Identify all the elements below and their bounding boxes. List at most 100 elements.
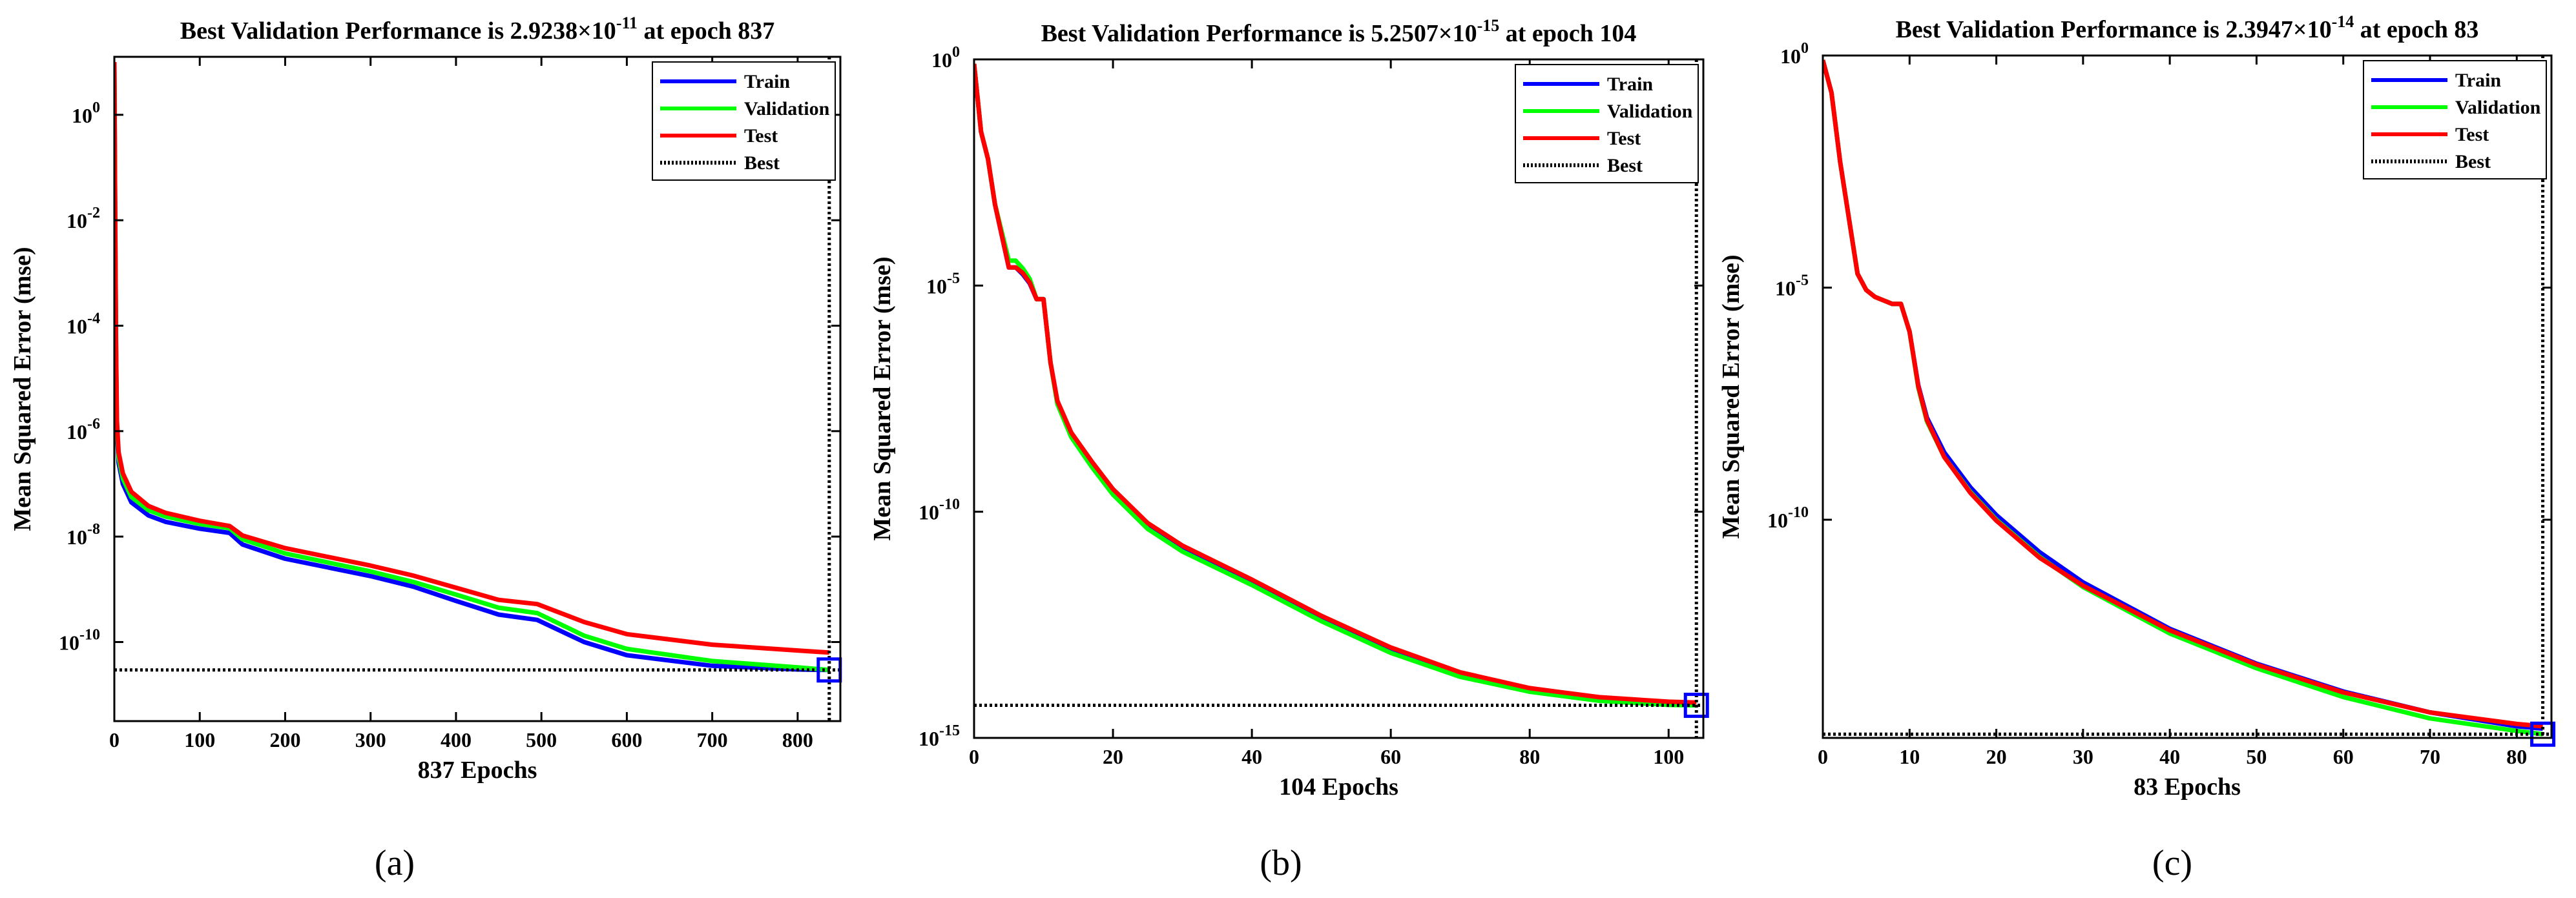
y-tick-exponent: -10: [939, 496, 960, 513]
legend-label-test: Test: [1607, 128, 1641, 149]
series-line-test: [114, 62, 830, 655]
legend: Train Validation Test Best: [1515, 64, 1699, 183]
x-axis-label: 83 Epochs: [2134, 773, 2241, 801]
y-tick-base: 10: [59, 631, 79, 655]
y-tick-label: 10-10: [919, 496, 960, 524]
y-tick-exponent: 0: [1801, 40, 1809, 57]
x-tick-label: 80: [1519, 745, 1540, 768]
chart-panel-3: Best Validation Performance is 2.3947×10…: [1718, 12, 2556, 883]
y-tick-base: 10: [67, 526, 87, 549]
subfigure-caption: (b): [1260, 843, 1302, 883]
legend-label-best: Best: [744, 152, 780, 174]
y-tick-base: 10: [72, 104, 92, 127]
chart-title: Best Validation Performance is 5.2507×10…: [1041, 16, 1637, 47]
y-tick-base: 10: [1767, 509, 1788, 532]
x-tick-label: 60: [2333, 745, 2354, 768]
y-tick-label: 10-4: [67, 311, 100, 338]
title-suffix: at epoch 83: [2354, 16, 2478, 43]
x-tick-label: 400: [441, 728, 472, 751]
x-tick-label: 80: [2506, 745, 2527, 768]
x-tick-label: 800: [782, 728, 813, 751]
y-axis-label: Mean Squared Error (mse): [9, 247, 36, 531]
y-tick-label: 10-5: [1775, 272, 1809, 300]
title-suffix: at epoch 837: [638, 17, 774, 45]
legend: Train Validation Test Best: [652, 61, 836, 181]
chart-panel-2: Best Validation Performance is 5.2507×10…: [869, 16, 1709, 883]
legend-label-train: Train: [2455, 70, 2501, 91]
y-tick-label: 100: [1780, 40, 1809, 68]
y-tick-base: 10: [1775, 277, 1796, 300]
subfigure-caption: (c): [2152, 843, 2192, 883]
y-tick-label: 100: [72, 99, 100, 127]
y-tick-exponent: 0: [92, 99, 100, 116]
chart-title: Best Validation Performance is 2.9238×10…: [180, 14, 774, 45]
y-tick-label: 10-2: [67, 205, 100, 232]
legend-label-validation: Validation: [2455, 97, 2541, 118]
y-tick-base: 10: [919, 727, 939, 750]
legend-label-validation: Validation: [744, 98, 830, 119]
x-tick-label: 0: [1818, 745, 1828, 768]
legend-label-test: Test: [2455, 124, 2489, 145]
legend-label-best: Best: [2455, 151, 2491, 172]
y-tick-exponent: -5: [947, 270, 960, 287]
y-tick-exponent: -4: [87, 311, 100, 327]
x-tick-label: 40: [1241, 745, 1262, 768]
legend: Train Validation Test Best: [2363, 60, 2547, 179]
y-tick-label: 100: [931, 44, 960, 72]
x-tick-label: 10: [1899, 745, 1920, 768]
y-axis-label: Mean Squared Error (mse): [869, 256, 896, 540]
x-tick-label: 20: [1103, 745, 1123, 768]
y-tick-exponent: -2: [87, 205, 100, 221]
x-axis-label: 837 Epochs: [418, 757, 537, 784]
y-tick-label: 10-10: [59, 627, 100, 655]
axes-box: [113, 56, 842, 722]
x-tick-label: 70: [2420, 745, 2440, 768]
y-tick-label: 10-15: [919, 722, 960, 750]
y-tick-base: 10: [919, 501, 939, 524]
x-tick-label: 100: [1653, 745, 1684, 768]
x-tick-label: 40: [2159, 745, 2180, 768]
axes-box: [973, 58, 1705, 739]
y-tick-label: 10-10: [1767, 504, 1809, 532]
y-tick-exponent: -10: [79, 627, 100, 644]
title-exponent: -14: [2332, 12, 2354, 31]
x-tick-label: 200: [269, 728, 300, 751]
x-tick-label: 0: [109, 728, 119, 751]
best-point-marker: [1683, 693, 1709, 719]
x-tick-label: 100: [184, 728, 215, 751]
y-tick-base: 10: [67, 209, 87, 232]
x-tick-label: 500: [526, 728, 557, 751]
title-suffix: at epoch 104: [1499, 20, 1636, 47]
x-tick-label: 60: [1380, 745, 1401, 768]
y-tick-base: 10: [926, 274, 947, 298]
x-tick-label: 30: [2073, 745, 2093, 768]
y-tick-base: 10: [931, 48, 952, 72]
title-prefix: Best Validation Performance is 5.2507×10: [1041, 20, 1477, 47]
x-axis-label: 104 Epochs: [1279, 773, 1398, 801]
x-tick-label: 20: [1986, 745, 2007, 768]
series-line-test: [974, 63, 1697, 705]
title-prefix: Best Validation Performance is 2.9238×10: [180, 17, 616, 45]
series-line-test: [1823, 59, 2543, 729]
y-tick-label: 10-8: [67, 521, 100, 549]
y-tick-exponent: -10: [1788, 504, 1809, 521]
y-tick-exponent: -8: [87, 521, 100, 538]
chart-panel-1: Best Validation Performance is 2.9238×10…: [9, 14, 842, 883]
legend-label-validation: Validation: [1607, 101, 1693, 122]
axes-box: [1822, 54, 2553, 739]
legend-label-train: Train: [1607, 74, 1653, 95]
x-tick-label: 700: [697, 728, 728, 751]
y-tick-exponent: -6: [87, 416, 100, 433]
x-tick-label: 600: [611, 728, 642, 751]
legend-label-train: Train: [744, 71, 790, 92]
legend-label-test: Test: [744, 125, 778, 147]
best-point-marker: [2530, 721, 2556, 747]
y-tick-exponent: -15: [939, 722, 960, 739]
y-axis-label: Mean Squared Error (mse): [1718, 254, 1745, 538]
x-tick-label: 50: [2246, 745, 2267, 768]
y-tick-label: 10-5: [926, 270, 960, 298]
chart-title: Best Validation Performance is 2.3947×10…: [1896, 12, 2479, 43]
y-tick-base: 10: [1780, 45, 1801, 68]
y-tick-label: 10-6: [67, 416, 100, 444]
